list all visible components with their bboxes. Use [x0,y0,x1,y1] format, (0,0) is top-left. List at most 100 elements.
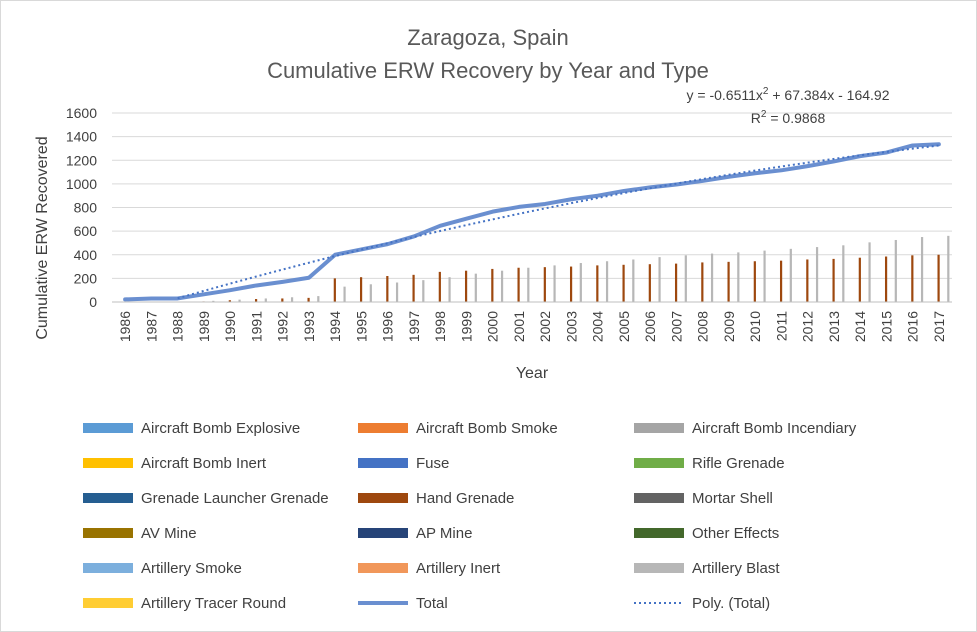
x-tick-label: 1995 [353,311,369,342]
x-tick-label: 2009 [721,311,737,342]
bar [596,265,599,302]
bar [579,263,582,302]
bar [395,282,399,302]
bar [500,270,504,302]
legend-label: Hand Grenade [416,490,514,507]
bar [648,264,651,302]
x-tick-label: 2016 [905,311,921,342]
x-tick-label: 1987 [143,311,159,342]
x-tick-label: 2004 [590,311,606,342]
bar [438,271,441,302]
bar [858,257,861,302]
bar [343,286,346,302]
legend-item: Poly. (Total) [634,595,770,612]
legend-item: Grenade Launcher Grenade [83,490,329,507]
legend-swatch [83,423,133,433]
y-tick-label: 400 [74,247,98,263]
bar [605,261,609,302]
x-tick-label: 1997 [406,311,422,342]
chart-title: Zaragoza, Spain Cumulative ERW Recovery b… [267,25,709,83]
legend-item: Other Effects [634,525,779,542]
bar [937,254,940,302]
legend-swatch [358,458,408,468]
x-tick-label: 2006 [642,311,658,342]
legend-swatch [634,423,684,433]
bar [238,299,241,302]
x-tick-label: 2015 [878,311,894,342]
x-tick-label: 2008 [695,311,711,342]
bar [333,278,336,302]
legend-item: AP Mine [358,525,472,542]
legend-item: Aircraft Bomb Incendiary [634,420,857,437]
x-tick-label: 2003 [563,311,579,342]
legend-label: Artillery Smoke [141,560,242,577]
bar [307,297,310,302]
legend-label: Artillery Blast [692,560,780,577]
bar [553,265,556,302]
legend-item: Artillery Smoke [83,560,242,577]
legend-label: Rifle Grenade [692,455,785,472]
legend-swatch [83,493,133,503]
legend-swatch [358,563,408,573]
x-tick-label: 1990 [222,311,238,342]
legend-label: Total [416,595,448,612]
legend-label: Mortar Shell [692,490,773,507]
legend-item: Aircraft Bomb Explosive [83,420,300,437]
y-tick-label: 1000 [66,176,97,192]
legend-swatch [358,423,408,433]
bar [737,252,740,302]
x-tick-label: 1998 [432,311,448,342]
legend-swatch [634,458,684,468]
total-line [123,142,941,302]
legend-label: Other Effects [692,525,779,542]
y-tick-label: 800 [74,200,98,216]
legend-swatch [634,493,684,503]
bar [632,259,635,302]
bar [422,280,425,302]
bar [684,255,687,302]
legend-label: Grenade Launcher Grenade [141,490,329,507]
y-tick-label: 600 [74,223,98,239]
y-tick-label: 1600 [66,105,97,121]
x-tick-label: 1986 [117,311,133,342]
x-tick-label: 2002 [537,311,553,342]
legend-label: Artillery Tracer Round [141,595,286,612]
x-tick-label: 2010 [747,311,763,342]
legend-label: Fuse [416,455,449,472]
bar [254,299,258,302]
bar [543,267,546,302]
legend-swatch [358,493,408,503]
legend-label: Aircraft Bomb Smoke [416,420,558,437]
bar [894,239,897,302]
legend-item: Total [358,595,448,612]
x-tick-label: 2005 [616,311,632,342]
bar [701,262,704,302]
x-axis-title: Year [516,365,549,382]
bar [448,277,451,302]
legend-swatch [83,563,133,573]
legend-label: Artillery Inert [416,560,501,577]
bar [710,253,714,302]
x-tick-label: 2017 [931,311,947,342]
legend-item: Hand Grenade [358,490,514,507]
bar [622,264,625,302]
legend-swatch [358,528,408,538]
bar [674,263,678,302]
bar [474,273,477,302]
legend-item: Fuse [358,455,449,472]
x-tick-label: 1992 [275,311,291,342]
legend-item: Artillery Tracer Round [83,595,286,612]
axes: 0 200 400 600 800 1000 1200 1400 1600 1986 1987 198… [34,105,952,382]
x-tick-label: 1991 [248,311,264,342]
legend-label: AP Mine [416,525,472,542]
trendline-equation: y = -0.6511x2 + 67.384x - 164.92 [686,86,889,103]
bar [264,298,267,302]
legend-item: Artillery Inert [358,560,501,577]
bar [947,235,950,302]
x-tick-label: 1993 [301,311,317,342]
bar [464,270,468,302]
bar [806,259,809,302]
x-tick-label: 2011 [773,311,789,341]
legend-swatch [634,563,684,573]
